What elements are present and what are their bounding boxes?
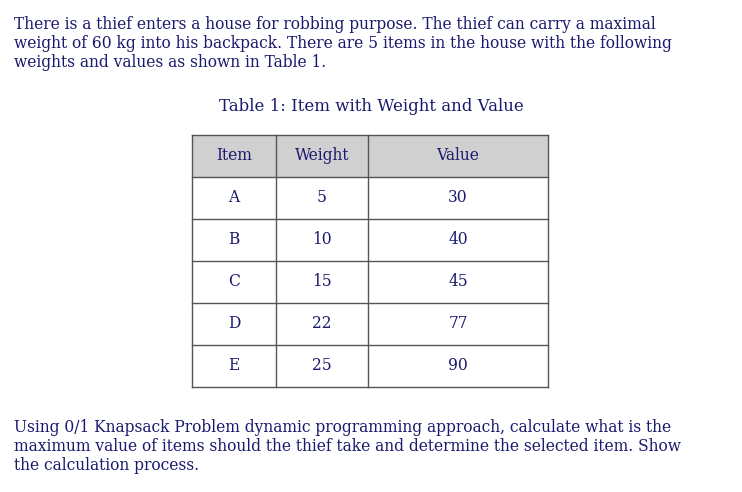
Bar (192, 261, 548, 303)
Text: 40: 40 (448, 232, 467, 248)
Text: 45: 45 (448, 274, 468, 290)
Text: 22: 22 (312, 315, 332, 333)
Text: weights and values as shown in Table 1.: weights and values as shown in Table 1. (14, 54, 326, 71)
Text: Table 1: Item with Weight and Value: Table 1: Item with Weight and Value (219, 98, 523, 115)
Bar (192, 177, 548, 219)
Bar (192, 219, 548, 261)
Text: Value: Value (436, 148, 479, 164)
Text: 25: 25 (312, 358, 332, 374)
Text: D: D (228, 315, 240, 333)
Text: 90: 90 (448, 358, 468, 374)
Text: 77: 77 (448, 315, 467, 333)
Text: B: B (229, 232, 240, 248)
Text: Using 0/1 Knapsack Problem dynamic programming approach, calculate what is the: Using 0/1 Knapsack Problem dynamic progr… (14, 419, 671, 436)
Text: There is a thief enters a house for robbing purpose. The thief can carry a maxim: There is a thief enters a house for robb… (14, 16, 656, 33)
Bar (192, 345, 548, 387)
Text: weight of 60 kg into his backpack. There are 5 items in the house with the follo: weight of 60 kg into his backpack. There… (14, 35, 672, 52)
Text: the calculation process.: the calculation process. (14, 457, 199, 474)
Text: 10: 10 (312, 232, 332, 248)
Text: maximum value of items should the thief take and determine the selected item. Sh: maximum value of items should the thief … (14, 438, 681, 455)
Text: 30: 30 (448, 189, 467, 207)
Text: Weight: Weight (295, 148, 349, 164)
Text: Item: Item (216, 148, 252, 164)
Text: E: E (229, 358, 240, 374)
Text: A: A (229, 189, 240, 207)
Bar (192, 303, 548, 345)
Bar (192, 135, 548, 177)
Text: 5: 5 (317, 189, 327, 207)
Text: C: C (228, 274, 240, 290)
Text: 15: 15 (312, 274, 332, 290)
